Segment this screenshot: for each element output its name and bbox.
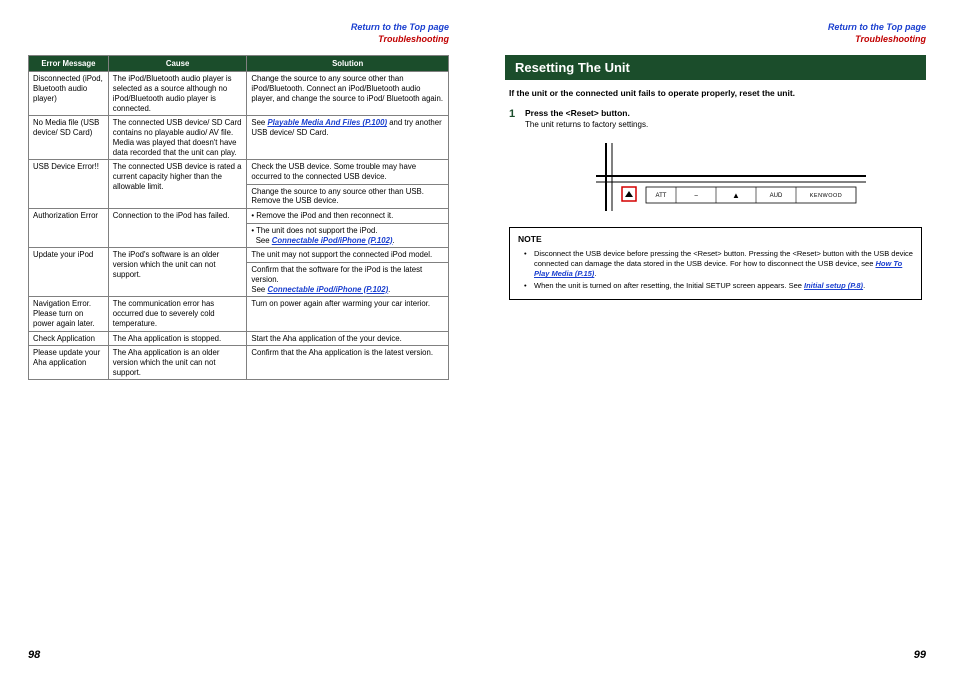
- cell-cause: The Aha application is stopped.: [108, 331, 247, 346]
- cell-solution: Check the USB device. Some trouble may h…: [247, 160, 449, 184]
- troubleshooting-link[interactable]: Troubleshooting: [378, 34, 449, 44]
- table-row: No Media file (USB device/ SD Card) The …: [29, 116, 449, 160]
- cell-cause: The Aha application is an older version …: [108, 346, 247, 380]
- reset-diagram: ATT − ▲ AUD KENWOOD: [505, 141, 926, 213]
- sol-text: See: [251, 118, 267, 127]
- col-header-solution: Solution: [247, 56, 449, 72]
- cell-solution: See Playable Media And Files (P.100) and…: [247, 116, 449, 160]
- col-header-cause: Cause: [108, 56, 247, 72]
- table-row: Navigation Error. Please turn on power a…: [29, 297, 449, 331]
- error-message-table: Error Message Cause Solution Disconnecte…: [28, 55, 449, 380]
- playable-media-link[interactable]: Playable Media And Files (P.100): [267, 118, 387, 127]
- header-links-right: Return to the Top page Troubleshooting: [505, 22, 926, 45]
- note-text: .: [594, 269, 596, 278]
- diagram-att-label: ATT: [655, 193, 666, 199]
- table-row: USB Device Error!! The connected USB dev…: [29, 160, 449, 184]
- table-row: Authorization Error Connection to the iP…: [29, 209, 449, 224]
- note-text: .: [863, 281, 865, 290]
- troubleshooting-link[interactable]: Troubleshooting: [855, 34, 926, 44]
- cell-cause: The iPod/Bluetooth audio player is selec…: [108, 72, 247, 116]
- cell-error: USB Device Error!!: [29, 160, 109, 209]
- sol-text: The unit does not support the iPod.: [251, 226, 377, 235]
- col-header-error: Error Message: [29, 56, 109, 72]
- cell-solution: Confirm that the Aha application is the …: [247, 346, 449, 380]
- cell-cause: The iPod's software is an older version …: [108, 248, 247, 297]
- step-number: 1: [509, 108, 525, 129]
- note-title: NOTE: [518, 234, 913, 245]
- cell-error: No Media file (USB device/ SD Card): [29, 116, 109, 160]
- diagram-aud-label: AUD: [769, 193, 782, 199]
- cell-cause: Connection to the iPod has failed.: [108, 209, 247, 248]
- return-top-link[interactable]: Return to the Top page: [351, 22, 449, 32]
- cell-cause: The communication error has occurred due…: [108, 297, 247, 331]
- table-row: Update your iPod The iPod's software is …: [29, 248, 449, 263]
- cell-error: Update your iPod: [29, 248, 109, 297]
- note-item: Disconnect the USB device before pressin…: [528, 249, 913, 279]
- header-links-left: Return to the Top page Troubleshooting: [28, 22, 449, 45]
- sol-text: .: [388, 285, 390, 294]
- table-row: Please update your Aha application The A…: [29, 346, 449, 380]
- page-number-left: 98: [28, 649, 40, 661]
- cell-solution: Change the source to any source other th…: [247, 72, 449, 116]
- note-box: NOTE Disconnect the USB device before pr…: [509, 227, 922, 300]
- return-top-link[interactable]: Return to the Top page: [828, 22, 926, 32]
- section-heading: Resetting The Unit: [505, 55, 926, 80]
- table-row: Disconnected (iPod, Bluetooth audio play…: [29, 72, 449, 116]
- cell-solution: The unit may not support the connected i…: [247, 248, 449, 263]
- cell-error: Navigation Error. Please turn on power a…: [29, 297, 109, 331]
- cell-error: Check Application: [29, 331, 109, 346]
- page-right: Return to the Top page Troubleshooting R…: [477, 0, 954, 677]
- cell-cause: The connected USB device is rated a curr…: [108, 160, 247, 209]
- cell-error: Please update your Aha application: [29, 346, 109, 380]
- cell-solution: Start the Aha application of the your de…: [247, 331, 449, 346]
- sol-text: .: [393, 236, 395, 245]
- step-title: Press the <Reset> button.: [525, 108, 926, 118]
- cell-error: Disconnected (iPod, Bluetooth audio play…: [29, 72, 109, 116]
- note-text: When the unit is turned on after resetti…: [534, 281, 804, 290]
- section-intro: If the unit or the connected unit fails …: [509, 88, 926, 98]
- cell-error: Authorization Error: [29, 209, 109, 248]
- note-item: When the unit is turned on after resetti…: [528, 281, 913, 291]
- svg-text:▲: ▲: [732, 191, 740, 200]
- connectable-ipod-link[interactable]: Connectable iPod/iPhone (P.102): [272, 236, 393, 245]
- connectable-ipod-link[interactable]: Connectable iPod/iPhone (P.102): [267, 285, 388, 294]
- cell-solution: The unit does not support the iPod. See …: [247, 223, 449, 247]
- table-row: Check Application The Aha application is…: [29, 331, 449, 346]
- note-text: Disconnect the USB device before pressin…: [534, 249, 913, 268]
- step-row: 1 Press the <Reset> button. The unit ret…: [509, 108, 926, 129]
- cell-solution: Remove the iPod and then reconnect it.: [247, 209, 449, 224]
- diagram-brand-label: KENWOOD: [809, 193, 842, 199]
- page-left: Return to the Top page Troubleshooting E…: [0, 0, 477, 677]
- page-number-right: 99: [914, 649, 926, 661]
- cell-solution: Turn on power again after warming your c…: [247, 297, 449, 331]
- cell-solution: Confirm that the software for the iPod i…: [247, 263, 449, 297]
- svg-text:−: −: [693, 193, 697, 200]
- initial-setup-link[interactable]: Initial setup (P.8): [804, 281, 863, 290]
- cell-cause: The connected USB device/ SD Card contai…: [108, 116, 247, 160]
- step-description: The unit returns to factory settings.: [525, 120, 926, 129]
- cell-solution: Change the source to any source other th…: [247, 184, 449, 208]
